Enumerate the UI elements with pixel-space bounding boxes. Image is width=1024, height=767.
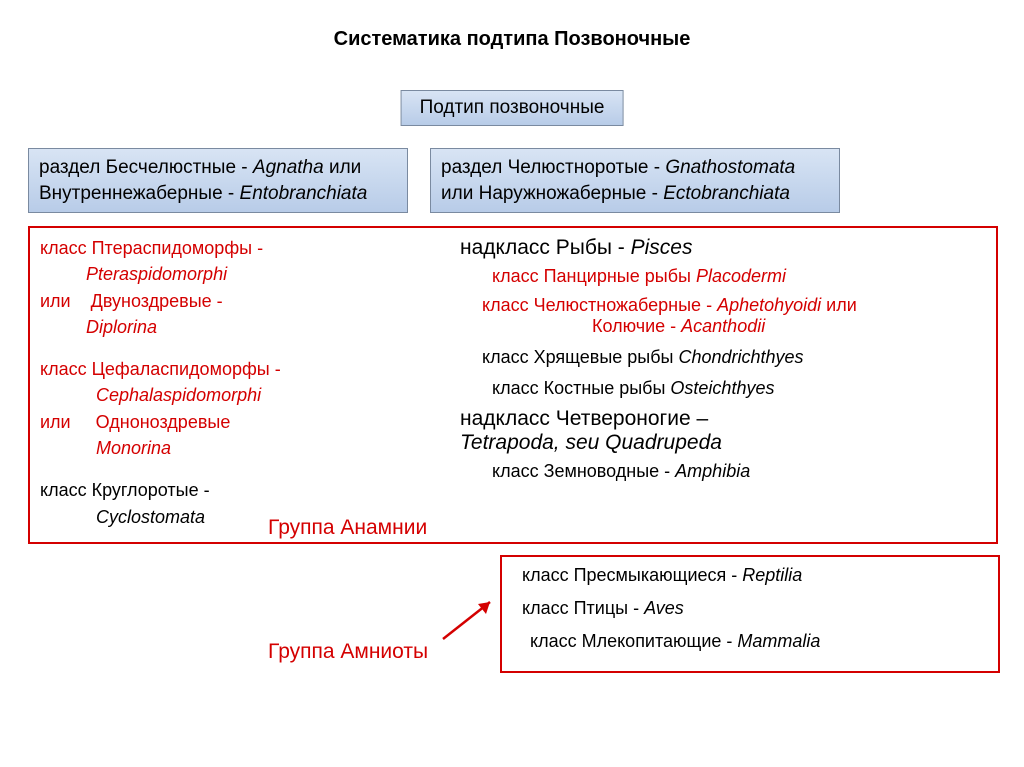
amniota-group-box: класс Пресмыкающиеся - Reptilia класс Пт… xyxy=(500,555,1000,673)
text: Внутреннежаберные - xyxy=(39,183,240,204)
latin: Pteraspidomorphi xyxy=(40,262,380,286)
class-chondrichthyes: класс Хрящевые рыбы Chondrichthyes xyxy=(460,347,980,368)
text: или Наружножаберные - xyxy=(441,183,663,204)
class-aphetohyoidi: класс Челюстножаберные - Aphetohyoidi ил… xyxy=(460,295,980,337)
text: или xyxy=(821,295,857,315)
text: или Одноноздревые xyxy=(40,410,380,434)
text: Двуноздревые - xyxy=(91,291,223,311)
latin: Tetrapoda, seu Quadrupeda xyxy=(460,431,722,454)
text: класс Птицы - xyxy=(522,598,644,618)
superclass-tetrapoda: надкласс Четвероногие – Tetrapoda, seu Q… xyxy=(460,407,980,455)
text: Колючие - Acanthodii xyxy=(482,316,765,336)
class-mammalia: класс Млекопитающие - Mammalia xyxy=(522,631,978,652)
text: или Двуноздревые - xyxy=(40,289,380,313)
latin: Placodermi xyxy=(696,266,786,286)
text: Колючие - xyxy=(592,316,681,336)
class-cephalaspidomorphi: класс Цефаласпидоморфы - xyxy=(40,357,380,381)
text: или xyxy=(40,412,71,432)
latin: Aves xyxy=(644,598,684,618)
latin: Ectobranchiata xyxy=(663,183,790,204)
text: класс Костные рыбы xyxy=(492,378,670,398)
latin: Gnathostomata xyxy=(665,157,795,178)
class-cyclostomata: класс Круглоротые - xyxy=(40,478,380,502)
latin: Amphibia xyxy=(675,461,750,481)
class-reptilia: класс Пресмыкающиеся - Reptilia xyxy=(522,565,978,586)
class-amphibia: класс Земноводные - Amphibia xyxy=(460,461,980,482)
text: или xyxy=(40,291,71,311)
left-column: класс Птераспидоморфы - Pteraspidomorphi… xyxy=(40,236,380,531)
latin: Diplorina xyxy=(40,315,380,339)
latin: Osteichthyes xyxy=(670,378,774,398)
right-column: надкласс Рыбы - Pisces класс Панцирные р… xyxy=(460,236,980,490)
text: надкласс Рыбы - xyxy=(460,236,631,259)
text: класс Панцирные рыбы xyxy=(492,266,696,286)
latin: Pisces xyxy=(631,236,693,259)
text: раздел Бесчелюстные - xyxy=(39,157,253,178)
latin: Acanthodii xyxy=(681,316,765,336)
class-placodermi: класс Панцирные рыбы Placodermi xyxy=(460,266,980,287)
class-aves: класс Птицы - Aves xyxy=(522,598,978,619)
section-gnathostomata: раздел Челюстноротые - Gnathostomata или… xyxy=(430,148,840,213)
latin: Monorina xyxy=(40,436,380,460)
text: класс Млекопитающие - xyxy=(530,631,737,651)
latin: Cephalaspidomorphi xyxy=(40,383,380,407)
group-anamnia-label: Группа Анамнии xyxy=(268,516,427,540)
arrow-icon xyxy=(438,594,498,644)
text: Одноноздревые xyxy=(96,412,231,432)
subtype-box: Подтип позвоночные xyxy=(401,90,624,126)
latin: Mammalia xyxy=(737,631,820,651)
text: класс Земноводные - xyxy=(492,461,675,481)
text: класс Челюстножаберные - xyxy=(482,295,717,315)
latin: Aphetohyoidi xyxy=(717,295,821,315)
class-pteraspidomorphi: класс Птераспидоморфы - xyxy=(40,236,380,260)
section-agnatha: раздел Бесчелюстные - Agnatha или Внутре… xyxy=(28,148,408,213)
text: или xyxy=(324,157,362,178)
page-title: Систематика подтипа Позвоночные xyxy=(0,0,1024,51)
group-amniota-label: Группа Амниоты xyxy=(268,640,428,664)
latin: Chondrichthyes xyxy=(678,347,803,367)
superclass-pisces: надкласс Рыбы - Pisces xyxy=(460,236,980,260)
text: класс Хрящевые рыбы xyxy=(482,347,678,367)
text: раздел Челюстноротые - xyxy=(441,157,665,178)
latin: Entobranchiata xyxy=(240,183,368,204)
anamnia-group-box: класс Птераспидоморфы - Pteraspidomorphi… xyxy=(28,226,998,544)
text: надкласс Четвероногие – xyxy=(460,407,708,430)
latin: Agnatha xyxy=(253,157,324,178)
latin: Reptilia xyxy=(742,565,802,585)
class-osteichthyes: класс Костные рыбы Osteichthyes xyxy=(460,378,980,399)
text: класс Пресмыкающиеся - xyxy=(522,565,742,585)
